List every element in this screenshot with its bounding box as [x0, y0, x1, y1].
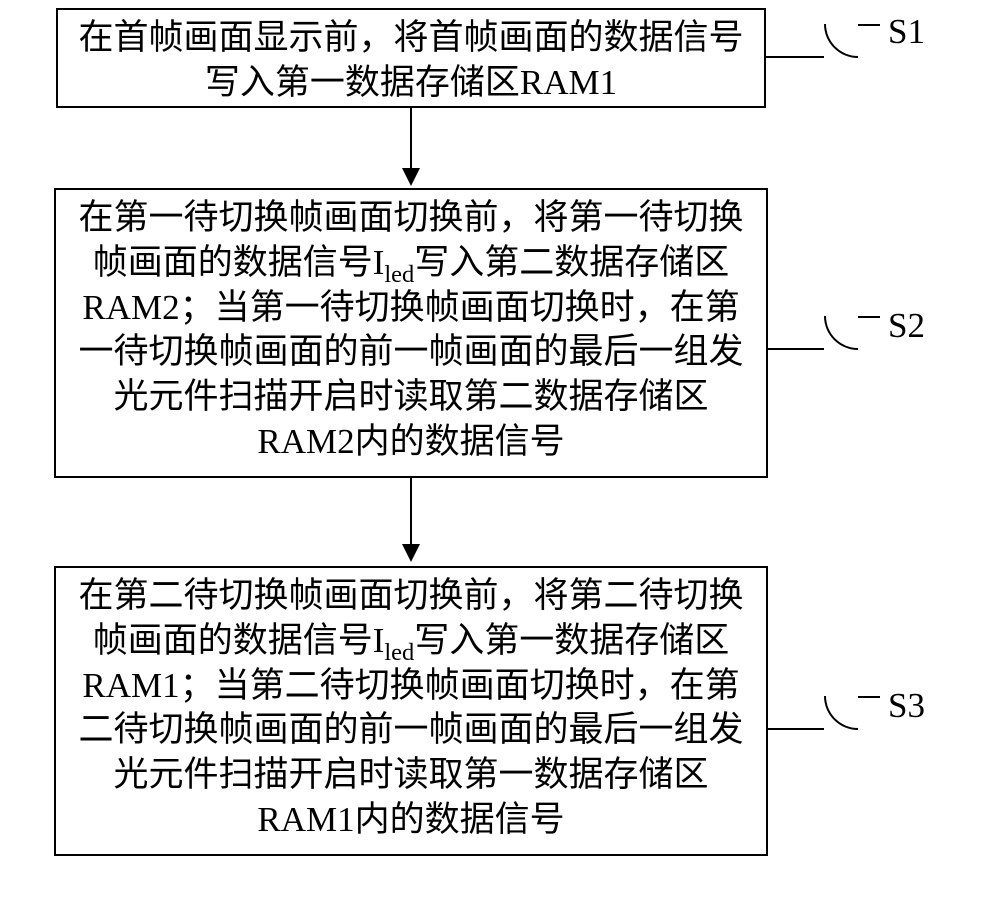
- step-label-s3: S3: [888, 686, 925, 726]
- connector-s3-corner: [824, 696, 858, 730]
- connector-s1-h2: [858, 24, 880, 26]
- step-text-s1: 在首帧画面显示前，将首帧画面的数据信号写入第一数据存储区RAM1: [74, 16, 748, 106]
- connector-s3-h2: [858, 696, 880, 698]
- step-label-letter-s2: S: [888, 306, 907, 345]
- connector-s2-h: [768, 348, 824, 350]
- step-box-s2: 在第一待切换帧画面切换前，将第一待切换帧画面的数据信号Iled写入第二数据存储区…: [54, 188, 768, 478]
- connector-s2-corner: [824, 316, 858, 350]
- step-label-s1: S1: [888, 12, 925, 52]
- arrow-s2-s3-head: [402, 544, 420, 562]
- arrow-s1-s2-head: [402, 168, 420, 186]
- step-label-letter-s3: S: [888, 686, 907, 725]
- step-label-number-s3: 3: [907, 686, 925, 725]
- connector-s1-h: [766, 56, 824, 58]
- connector-s2-h2: [858, 316, 880, 318]
- step-text-s2: 在第一待切换帧画面切换前，将第一待切换帧画面的数据信号Iled写入第二数据存储区…: [72, 196, 750, 465]
- arrow-s1-s2-stem: [410, 108, 412, 168]
- step-label-number-s1: 1: [907, 12, 925, 51]
- step-box-s3: 在第二待切换帧画面切换前，将第二待切换帧画面的数据信号Iled写入第一数据存储区…: [54, 566, 768, 856]
- step-box-s1: 在首帧画面显示前，将首帧画面的数据信号写入第一数据存储区RAM1: [56, 8, 766, 108]
- connector-s1-corner: [824, 24, 858, 58]
- step-text-s3: 在第二待切换帧画面切换前，将第二待切换帧画面的数据信号Iled写入第一数据存储区…: [72, 574, 750, 843]
- flowchart-canvas: 在首帧画面显示前，将首帧画面的数据信号写入第一数据存储区RAM1 S1 在第一待…: [0, 0, 1000, 924]
- step-label-letter-s1: S: [888, 12, 907, 51]
- connector-s3-h: [768, 728, 824, 730]
- step-label-number-s2: 2: [907, 306, 925, 345]
- arrow-s2-s3-stem: [410, 478, 412, 544]
- step-label-s2: S2: [888, 306, 925, 346]
